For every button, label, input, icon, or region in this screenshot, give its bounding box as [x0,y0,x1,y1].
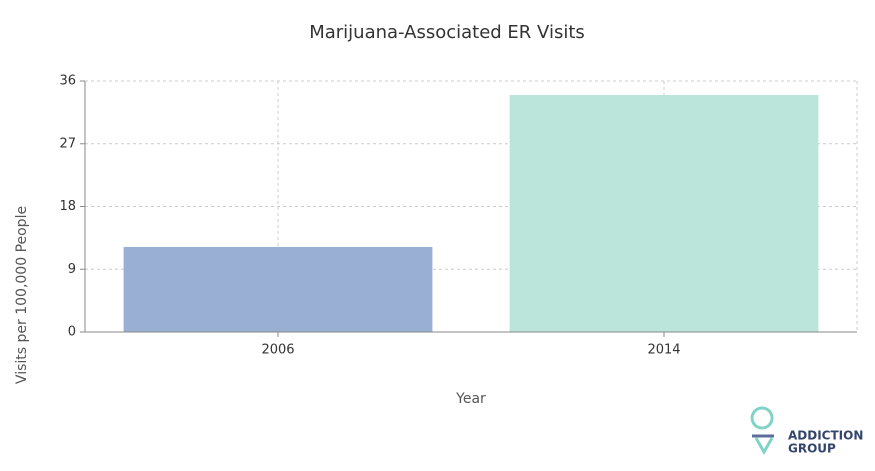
bar [509,94,819,332]
y-axis-title: Visits per 100,000 People [14,206,30,384]
y-tick-label: 36 [59,74,76,89]
y-tick-label: 18 [59,199,76,214]
logo-text: GROUP [788,442,836,456]
x-tick-label: 2014 [647,343,680,358]
bar [123,246,433,332]
logo-icon [750,406,774,456]
y-tick-label: 0 [68,325,76,340]
chart-title: Marijuana-Associated ER Visits [309,22,585,43]
logo-text: ADDICTION [788,429,863,443]
x-axis-title: Year [455,391,486,407]
x-tick-label: 2006 [261,343,294,358]
logo: ADDICTION GROUP [750,406,863,456]
y-tick-label: 27 [59,136,76,151]
y-tick-label: 9 [68,262,76,277]
